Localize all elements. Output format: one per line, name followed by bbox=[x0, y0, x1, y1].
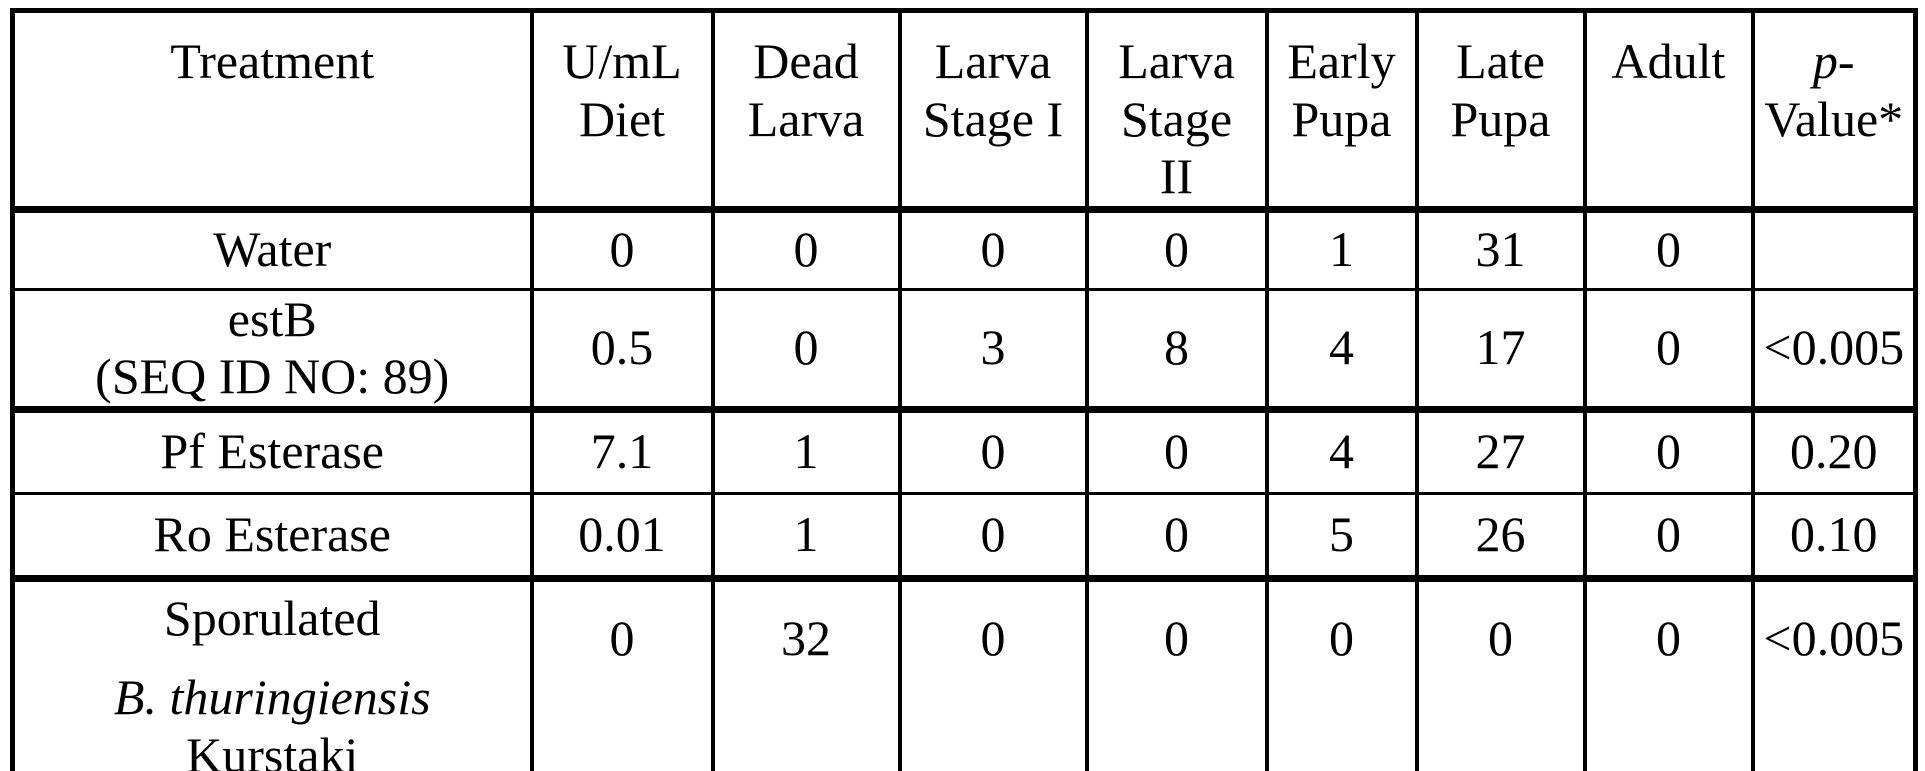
col-header-p-value-italic: p bbox=[1812, 33, 1838, 89]
cell-dead-larva: 1 bbox=[710, 491, 902, 582]
cell-larva-stage-i: 0 bbox=[897, 207, 1089, 291]
cell-adult: 0 bbox=[1582, 491, 1755, 582]
cell-uml-diet: 0 bbox=[529, 207, 715, 291]
cell-uml-diet: 0 bbox=[529, 576, 715, 771]
col-header-uml-diet-label: U/mL Diet bbox=[562, 33, 682, 147]
cell-uml-diet: 0.01 bbox=[529, 491, 715, 582]
treatment-cell: Sporulated B. thuringiensis Kurstaki bbox=[10, 576, 534, 771]
treatment-results-table: Treatment U/mL Diet Dead Larva Larva Sta… bbox=[10, 8, 1918, 771]
col-header-treatment: Treatment bbox=[10, 9, 534, 213]
cell-p-value bbox=[1750, 207, 1918, 291]
col-header-late-pupa: Late Pupa bbox=[1414, 9, 1587, 213]
table-container: Treatment U/mL Diet Dead Larva Larva Sta… bbox=[10, 8, 1918, 771]
row-sporulated-bt-kurstaki: Sporulated B. thuringiensis Kurstaki 0 3… bbox=[10, 576, 1918, 771]
cell-larva-stage-ii: 0 bbox=[1084, 491, 1269, 582]
cell-larva-stage-i: 0 bbox=[897, 407, 1089, 495]
cell-adult: 0 bbox=[1582, 407, 1755, 495]
cell-p-value: <0.005 bbox=[1750, 287, 1918, 413]
cell-larva-stage-i: 0 bbox=[897, 576, 1089, 771]
cell-early-pupa: 5 bbox=[1264, 491, 1419, 582]
treatment-cell: Pf Esterase bbox=[10, 407, 534, 495]
cell-early-pupa: 1 bbox=[1264, 207, 1419, 291]
cell-uml-diet: 0.5 bbox=[529, 287, 715, 413]
col-header-early-pupa: Early Pupa bbox=[1264, 9, 1419, 213]
row-ro-esterase: Ro Esterase 0.01 1 0 0 5 26 0 0.10 bbox=[10, 491, 1918, 582]
treatment-label-line3: Kurstaki bbox=[186, 726, 359, 771]
treatment-label: Pf Esterase bbox=[160, 423, 385, 480]
cell-early-pupa: 4 bbox=[1264, 407, 1419, 495]
cell-adult: 0 bbox=[1582, 287, 1755, 413]
col-header-adult-label: Adult bbox=[1611, 33, 1726, 89]
cell-larva-stage-ii: 0 bbox=[1084, 576, 1269, 771]
cell-dead-larva: 0 bbox=[710, 207, 902, 291]
col-header-late-pupa-label: Late Pupa bbox=[1450, 33, 1551, 147]
cell-late-pupa: 26 bbox=[1414, 491, 1587, 582]
cell-dead-larva: 0 bbox=[710, 287, 902, 413]
cell-p-value: 0.10 bbox=[1750, 491, 1918, 582]
col-header-dead-larva-label: Dead Larva bbox=[747, 33, 865, 147]
col-header-p-value-rest: - Value* bbox=[1764, 33, 1904, 147]
treatment-cell: Water bbox=[10, 207, 534, 291]
col-header-larva-stage-i: Larva Stage I bbox=[897, 9, 1089, 213]
col-header-uml-diet: U/mL Diet bbox=[529, 9, 715, 213]
col-header-early-pupa-label: Early Pupa bbox=[1287, 33, 1396, 147]
cell-dead-larva: 32 bbox=[710, 576, 902, 771]
row-pf-esterase: Pf Esterase 7.1 1 0 0 4 27 0 0.20 bbox=[10, 407, 1918, 495]
cell-late-pupa: 31 bbox=[1414, 207, 1587, 291]
cell-uml-diet: 7.1 bbox=[529, 407, 715, 495]
col-header-dead-larva: Dead Larva bbox=[710, 9, 902, 213]
col-header-adult: Adult bbox=[1582, 9, 1755, 213]
cell-late-pupa: 0 bbox=[1414, 576, 1587, 771]
cell-larva-stage-ii: 8 bbox=[1084, 287, 1269, 413]
cell-larva-stage-ii: 0 bbox=[1084, 207, 1269, 291]
treatment-label: Water bbox=[213, 221, 332, 278]
cell-late-pupa: 27 bbox=[1414, 407, 1587, 495]
col-header-p-value: p- Value* bbox=[1750, 9, 1918, 213]
cell-larva-stage-i: 3 bbox=[897, 287, 1089, 413]
cell-early-pupa: 4 bbox=[1264, 287, 1419, 413]
treatment-cell: estB (SEQ ID NO: 89) bbox=[10, 287, 534, 413]
treatment-label-line2-species: B. thuringiensis bbox=[113, 669, 431, 725]
col-header-larva-stage-ii-label: Larva Stage II bbox=[1118, 33, 1235, 204]
col-header-larva-stage-ii: Larva Stage II bbox=[1084, 9, 1269, 213]
cell-dead-larva: 1 bbox=[710, 407, 902, 495]
row-estb: estB (SEQ ID NO: 89) 0.5 0 3 8 4 17 0 <0… bbox=[10, 287, 1918, 413]
cell-adult: 0 bbox=[1582, 207, 1755, 291]
cell-p-value: 0.20 bbox=[1750, 407, 1918, 495]
treatment-cell: Ro Esterase bbox=[10, 491, 534, 582]
cell-late-pupa: 17 bbox=[1414, 287, 1587, 413]
header-row: Treatment U/mL Diet Dead Larva Larva Sta… bbox=[10, 9, 1918, 213]
cell-early-pupa: 0 bbox=[1264, 576, 1419, 771]
cell-larva-stage-i: 0 bbox=[897, 491, 1089, 582]
col-header-treatment-label: Treatment bbox=[170, 33, 375, 89]
cell-larva-stage-ii: 0 bbox=[1084, 407, 1269, 495]
treatment-label: Ro Esterase bbox=[153, 505, 391, 562]
treatment-label-line1: Sporulated bbox=[163, 589, 381, 646]
cell-p-value: <0.005 bbox=[1750, 576, 1918, 771]
col-header-larva-stage-i-label: Larva Stage I bbox=[922, 33, 1064, 147]
treatment-label: estB (SEQ ID NO: 89) bbox=[95, 290, 450, 404]
row-water: Water 0 0 0 0 1 31 0 bbox=[10, 207, 1918, 291]
cell-adult: 0 bbox=[1582, 576, 1755, 771]
